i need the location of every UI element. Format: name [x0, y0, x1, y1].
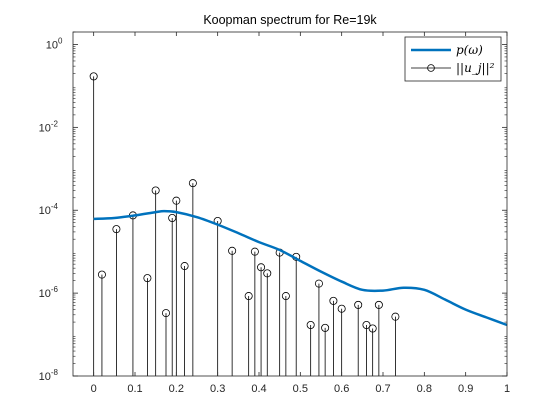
stem-marker — [228, 246, 237, 255]
stem-marker — [329, 296, 338, 305]
stem-marker — [151, 186, 160, 195]
x-tick-label: 0.8 — [417, 383, 432, 395]
stem-marker — [168, 213, 177, 222]
stem-marker — [362, 321, 371, 330]
y-tick-label: 10-6 — [39, 285, 59, 300]
legend: p(ω) ||u_j||² — [404, 36, 502, 82]
stem-marker — [354, 300, 363, 309]
stem-marker — [391, 312, 400, 321]
x-tick-label: 0.7 — [375, 383, 390, 395]
stem-marker — [306, 321, 315, 330]
y-tick-label: 10-8 — [39, 368, 59, 383]
stem-marker — [161, 309, 170, 318]
x-tick-label: 0.6 — [334, 383, 349, 395]
stem-marker — [263, 269, 272, 278]
x-tick-label: 0.4 — [251, 383, 266, 395]
stem-marker — [112, 225, 121, 234]
stem-marker — [250, 247, 259, 256]
stem-marker — [374, 300, 383, 309]
stem-marker — [281, 292, 290, 301]
line-series-layer — [93, 209, 508, 327]
plot-area — [73, 32, 507, 376]
stem-marker — [188, 179, 197, 188]
stem-marker — [368, 324, 377, 333]
x-tick-label: 0.9 — [458, 383, 473, 395]
stem-marker — [257, 263, 266, 272]
x-tick-label: 0.1 — [127, 383, 142, 395]
stem-marker — [143, 274, 152, 283]
x-tick-label: 0.2 — [169, 383, 184, 395]
x-tick-label: 1 — [504, 383, 510, 395]
plot-frame — [72, 31, 508, 377]
stem-marker — [337, 304, 346, 313]
x-axis: 0 0.1 0.2 0.3 0.4 0.5 0.6 0.7 0.8 0.9 1 — [91, 32, 510, 395]
legend-label-mode-norm: ||u_j||² — [456, 61, 495, 75]
y-tick-label: 10-2 — [39, 119, 59, 134]
legend-stem-marker — [427, 64, 435, 72]
y-axis: 10-8 10-6 10-4 10-2 100 — [39, 31, 507, 383]
x-tick-label: 0 — [91, 383, 97, 395]
p-omega-line — [93, 209, 508, 327]
legend-label-p-omega: p(ω) — [456, 43, 483, 57]
stem-series — [89, 72, 400, 376]
stem-marker — [97, 270, 106, 279]
x-tick-label: 0.5 — [293, 383, 308, 395]
stem-marker — [89, 72, 98, 81]
x-tick-label: 0.3 — [210, 383, 225, 395]
chart-title: Koopman spectrum for Re=19k — [203, 13, 377, 27]
stem-marker — [314, 279, 323, 288]
stem-marker — [244, 292, 253, 301]
legend-box — [404, 36, 502, 82]
y-tick-label: 10-4 — [39, 202, 59, 217]
y-tick-label: 100 — [46, 36, 63, 51]
stem-marker — [180, 262, 189, 271]
stem-marker — [172, 196, 181, 205]
stem-marker — [321, 323, 330, 332]
